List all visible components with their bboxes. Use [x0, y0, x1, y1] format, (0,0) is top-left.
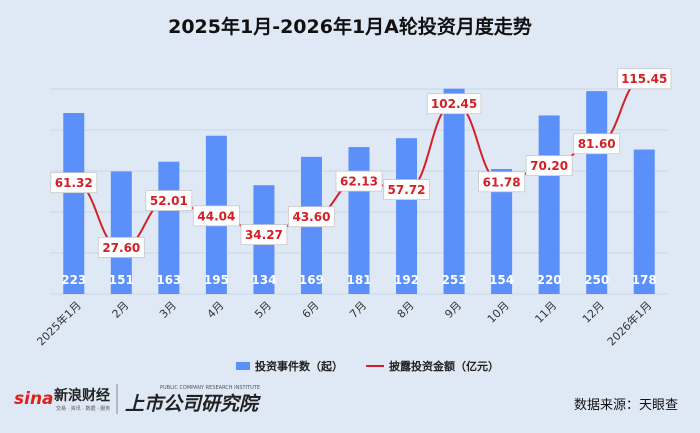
x-tick-label: 9月	[442, 299, 464, 321]
legend-bar-label: 投资事件数（起）	[255, 359, 343, 373]
bar-value-label: 253	[442, 273, 467, 287]
bar-value-label: 195	[204, 273, 229, 287]
line-label-text: 102.45	[431, 97, 477, 111]
x-tick-label: 12月	[580, 299, 607, 326]
legend-bar-swatch	[236, 362, 250, 370]
line-value-label: 61.32	[50, 172, 98, 194]
sina-finance-name: 新浪财经	[54, 387, 110, 404]
bar-value-label: 192	[394, 273, 419, 287]
x-tick-label: 10月	[485, 299, 512, 326]
line-label-box	[240, 224, 288, 246]
bar	[443, 88, 465, 294]
line-value-label: 81.60	[573, 133, 621, 155]
bar-value-label: 151	[109, 273, 134, 287]
x-tick-label: 4月	[205, 299, 227, 321]
x-tick-label: 2025年1月	[34, 298, 84, 348]
sina-logo: sina	[14, 389, 54, 409]
line-label-text: 34.27	[245, 228, 283, 242]
line-label-text: 81.60	[578, 137, 616, 151]
line-label-box	[617, 68, 672, 90]
line-value-label: 44.04	[192, 205, 240, 227]
line-value-label: 57.72	[383, 179, 430, 200]
line-label-text: 62.13	[340, 175, 378, 189]
bar	[491, 169, 513, 294]
line-label-box	[525, 155, 573, 177]
line-label-box	[192, 205, 240, 227]
line-label-text: 52.01	[150, 194, 188, 208]
bar-value-label: 134	[251, 273, 276, 287]
bar	[396, 138, 418, 294]
x-tick-label: 2月	[110, 299, 132, 321]
line-label-box	[50, 172, 98, 194]
line-label-text: 61.32	[55, 176, 93, 190]
line-label-text: 61.78	[483, 175, 521, 189]
x-tick-label: 6月	[300, 299, 322, 321]
line-value-label: 102.45	[426, 93, 482, 115]
bar-value-label: 169	[299, 273, 324, 287]
legend-line-label: 披露投资金额（亿元）	[389, 359, 499, 373]
line-label-text: 43.60	[292, 210, 330, 224]
data-source: 数据来源：天眼查	[574, 398, 678, 413]
x-tick-label: 8月	[395, 299, 417, 321]
bar-value-label: 163	[156, 273, 181, 287]
line-label-text: 44.04	[197, 209, 235, 223]
footer-brand-institute: PUBLIC COMPANY RESEARCH INSTITUTE 上市公司研究…	[125, 385, 261, 415]
x-tick-label: 2026年1月	[604, 298, 654, 348]
bar-value-label: 250	[584, 273, 609, 287]
institute-name: 上市公司研究院	[125, 393, 261, 415]
x-tick-label: 3月	[157, 299, 179, 321]
line-value-label: 62.13	[335, 170, 383, 192]
bar-value-label: 178	[632, 273, 657, 287]
bar-value-label: 154	[489, 273, 514, 287]
bar	[348, 147, 370, 294]
line-value-label: 61.78	[478, 171, 526, 193]
line-value-label: 34.27	[240, 224, 288, 246]
line-label-box	[97, 237, 145, 258]
line-label-text: 70.20	[530, 159, 568, 173]
bar	[110, 171, 132, 294]
line-label-box	[426, 93, 482, 115]
bar-value-label: 220	[537, 273, 562, 287]
bar-value-label: 223	[61, 273, 86, 287]
x-tick-label: 11月	[532, 299, 559, 326]
line-value-label: 52.01	[145, 190, 193, 211]
bar-value-label: 181	[346, 273, 371, 287]
line-value-label: 27.60	[97, 237, 145, 258]
line-label-text: 115.45	[621, 72, 667, 86]
legend: 投资事件数（起） 披露投资金额（亿元）	[236, 359, 499, 373]
line-label-text: 57.72	[388, 183, 426, 197]
bar	[633, 149, 655, 294]
line-label-box	[573, 133, 621, 155]
bar	[63, 113, 85, 295]
line-labels: 61.32 27.60 52.01 44.04 34.27 43.60 62.13 57.72…	[50, 68, 672, 258]
line-value-label: 70.20	[525, 155, 573, 177]
line-label-box	[478, 171, 526, 193]
footer-brand-sina: sina 新浪财经 交易 · 资讯 · 数据 · 服务	[14, 387, 110, 412]
bar	[586, 91, 608, 294]
x-tick-label: 5月	[252, 299, 274, 321]
line-label-box	[145, 190, 193, 211]
chart-title: 2025年1月-2026年1月A轮投资月度走势	[168, 15, 532, 38]
line-label-box	[383, 179, 430, 200]
line-value-label: 115.45	[617, 68, 672, 90]
sina-finance-sub: 交易 · 资讯 · 数据 · 服务	[56, 405, 110, 412]
x-tick-label: 7月	[347, 299, 369, 321]
institute-sub: PUBLIC COMPANY RESEARCH INSTITUTE	[160, 385, 260, 391]
line-value-label: 43.60	[288, 206, 335, 228]
line-label-box	[335, 170, 383, 192]
line-label-box	[288, 206, 335, 228]
bar	[538, 115, 560, 294]
bar-labels: 223 151 163 195 134 169 181 192 253 154 220 250 178	[61, 273, 657, 287]
line-label-text: 27.60	[102, 241, 140, 255]
